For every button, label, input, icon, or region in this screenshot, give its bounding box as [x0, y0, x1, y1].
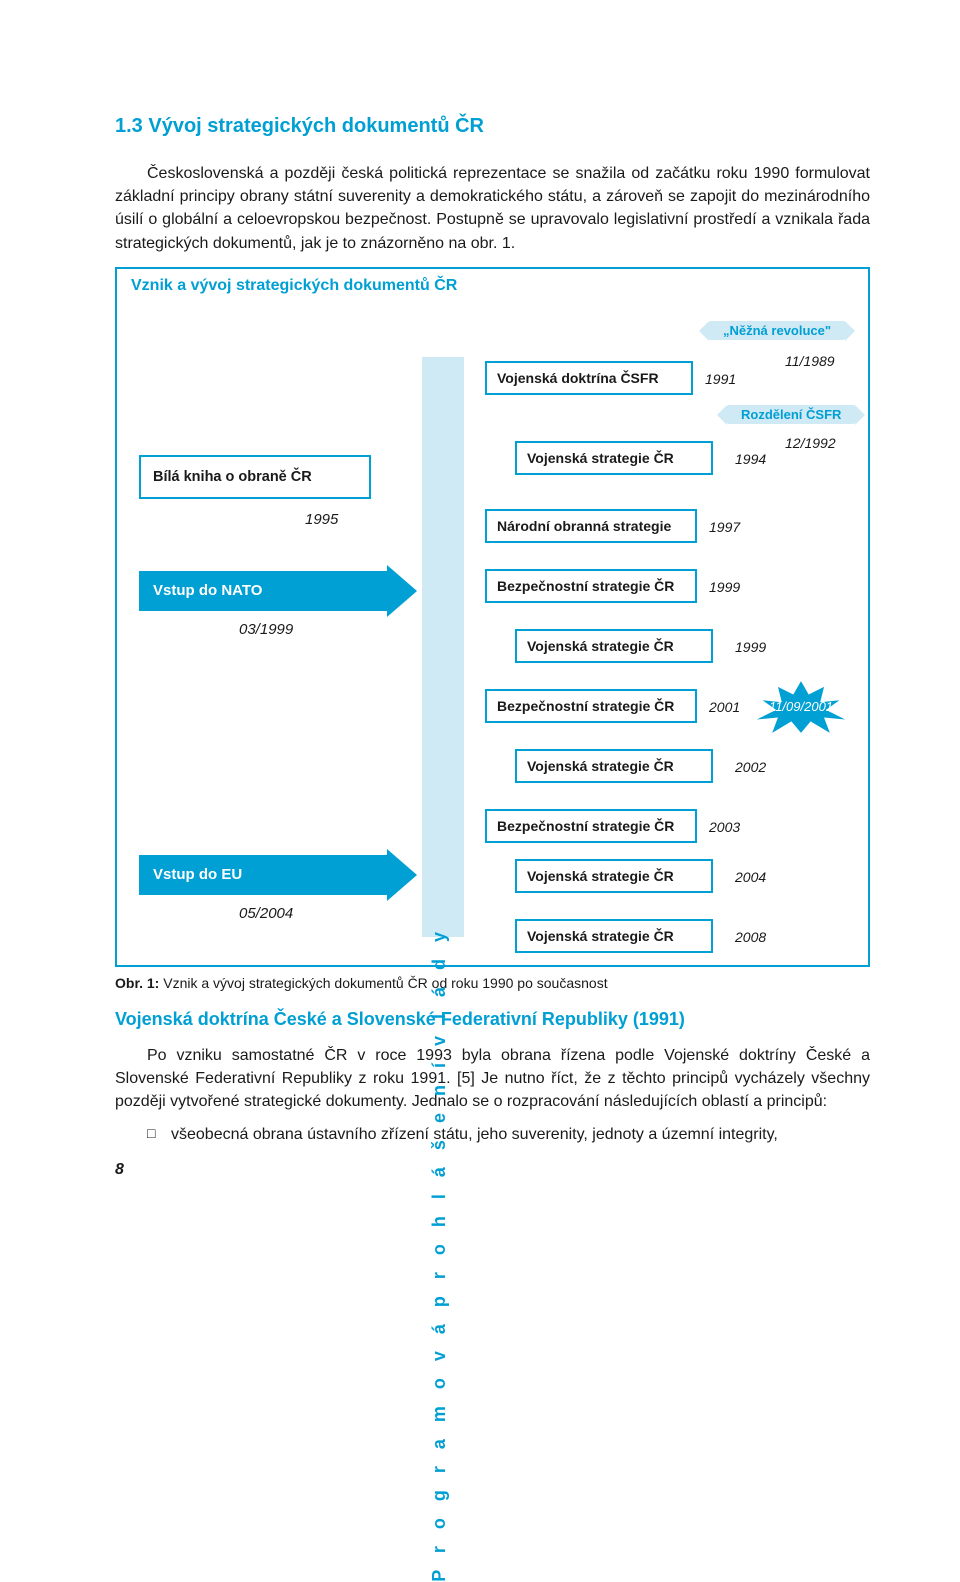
vertical-band — [422, 357, 464, 937]
doc-box: Bezpečnostní strategie ČR — [485, 569, 697, 603]
doc-box: Bezpečnostní strategie ČR — [485, 689, 697, 723]
page-number: 8 — [115, 1161, 870, 1179]
doc-box: Vojenská strategie ČR — [515, 441, 713, 475]
bullet-item: všeobecná obrana ústavního zřízení státu… — [171, 1123, 870, 1146]
doc-box: Vojenská strategie ČR — [515, 749, 713, 783]
bullet-list: všeobecná obrana ústavního zřízení státu… — [115, 1123, 870, 1146]
caption-prefix: Obr. 1: — [115, 975, 163, 991]
doc-year: 1997 — [709, 519, 740, 535]
diagram-frame: Vznik a vývoj strategických dokumentů ČR… — [115, 267, 870, 967]
rozdeleni-banner: Rozdělení ČSFR — [727, 405, 855, 424]
starburst-label: 11/09/2001 — [769, 699, 833, 714]
arrow-head-icon — [387, 849, 417, 901]
doc-year: 2001 — [709, 699, 740, 715]
nato-arrow: Vstup do NATO — [139, 571, 417, 611]
figure-caption: Obr. 1: Vznik a vývoj strategických doku… — [115, 975, 870, 991]
eu-label: Vstup do EU — [139, 855, 387, 895]
rozdeleni-date: 12/1992 — [785, 435, 836, 451]
arrow-head-icon — [387, 565, 417, 617]
doc-year: 1991 — [705, 371, 736, 387]
doc-year: 1999 — [735, 639, 766, 655]
diagram-title: Vznik a vývoj strategických dokumentů ČR — [131, 277, 457, 295]
doc-box: Národní obranná strategie — [485, 509, 697, 543]
doc-year: 2002 — [735, 759, 766, 775]
doc-year: 2004 — [735, 869, 766, 885]
doc-box: Bezpečnostní strategie ČR — [485, 809, 697, 843]
doc-year: 1994 — [735, 451, 766, 467]
doc-box: Vojenská strategie ČR — [515, 919, 713, 953]
nezna-date: 11/1989 — [785, 353, 835, 369]
nato-label: Vstup do NATO — [139, 571, 387, 611]
caption-text: Vznik a vývoj strategických dokumentů ČR… — [163, 975, 607, 991]
doc-box: Vojenská doktrína ČSFR — [485, 361, 693, 395]
diagram-canvas: P r o g r a m o v á p r o h l á š e n í … — [127, 311, 858, 955]
doc-year: 2008 — [735, 929, 766, 945]
eu-arrow: Vstup do EU — [139, 855, 417, 895]
paragraph-1: Československá a později česká politická… — [115, 162, 870, 255]
doc-year: 2003 — [709, 819, 740, 835]
nato-date: 03/1999 — [239, 621, 293, 638]
bila-kniha-box: Bílá kniha o obraně ČR — [139, 455, 371, 499]
doc-year: 1999 — [709, 579, 740, 595]
vertical-label: P r o g r a m o v á p r o h l á š e n í … — [429, 926, 450, 1582]
doc-box: Vojenská strategie ČR — [515, 859, 713, 893]
nezna-banner: „Něžná revoluce" — [709, 321, 845, 340]
starburst-event: 11/09/2001 — [753, 681, 849, 733]
doc-box: Vojenská strategie ČR — [515, 629, 713, 663]
paragraph-2: Po vzniku samostatné ČR v roce 1993 byla… — [115, 1044, 870, 1114]
bila-kniha-year: 1995 — [305, 511, 338, 528]
subheading: Vojenská doktrína České a Slovenské Fede… — [115, 1009, 870, 1030]
section-heading: 1.3 Vývoj strategických dokumentů ČR — [115, 115, 870, 138]
eu-date: 05/2004 — [239, 905, 293, 922]
